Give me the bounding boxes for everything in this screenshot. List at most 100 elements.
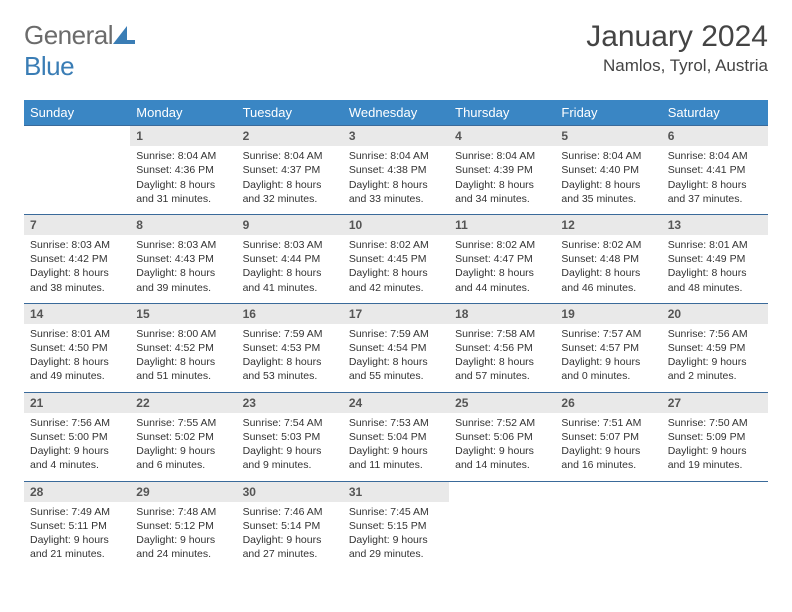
sunrise-text: Sunrise: 8:02 AM <box>455 238 549 252</box>
day-cell: Sunrise: 7:53 AMSunset: 5:04 PMDaylight:… <box>343 413 449 481</box>
day2-text: and 37 minutes. <box>668 192 762 206</box>
sunrise-text: Sunrise: 8:04 AM <box>561 149 655 163</box>
day1-text: Daylight: 8 hours <box>136 355 230 369</box>
day2-text: and 41 minutes. <box>243 281 337 295</box>
day-cell: Sunrise: 7:51 AMSunset: 5:07 PMDaylight:… <box>555 413 661 481</box>
day-number: 30 <box>237 481 343 502</box>
day2-text: and 21 minutes. <box>30 547 124 561</box>
sunset-text: Sunset: 5:09 PM <box>668 430 762 444</box>
day-cell: Sunrise: 8:00 AMSunset: 4:52 PMDaylight:… <box>130 324 236 392</box>
day1-text: Daylight: 9 hours <box>561 444 655 458</box>
day1-text: Daylight: 9 hours <box>349 533 443 547</box>
sunset-text: Sunset: 4:44 PM <box>243 252 337 266</box>
day-cell: Sunrise: 8:04 AMSunset: 4:38 PMDaylight:… <box>343 146 449 214</box>
sunrise-text: Sunrise: 8:01 AM <box>668 238 762 252</box>
day-cell: Sunrise: 8:04 AMSunset: 4:39 PMDaylight:… <box>449 146 555 214</box>
day1-text: Daylight: 9 hours <box>30 533 124 547</box>
day-cell: Sunrise: 7:57 AMSunset: 4:57 PMDaylight:… <box>555 324 661 392</box>
sunrise-text: Sunrise: 8:04 AM <box>668 149 762 163</box>
day2-text: and 51 minutes. <box>136 369 230 383</box>
day-number: 2 <box>237 126 343 147</box>
day1-text: Daylight: 8 hours <box>30 355 124 369</box>
day2-text: and 48 minutes. <box>668 281 762 295</box>
sunrise-text: Sunrise: 7:53 AM <box>349 416 443 430</box>
day2-text: and 32 minutes. <box>243 192 337 206</box>
sunset-text: Sunset: 5:12 PM <box>136 519 230 533</box>
day-cell <box>555 502 661 570</box>
sunset-text: Sunset: 5:03 PM <box>243 430 337 444</box>
day-number: 23 <box>237 392 343 413</box>
day1-text: Daylight: 9 hours <box>455 444 549 458</box>
day2-text: and 11 minutes. <box>349 458 443 472</box>
day-cell: Sunrise: 7:59 AMSunset: 4:53 PMDaylight:… <box>237 324 343 392</box>
sunset-text: Sunset: 4:50 PM <box>30 341 124 355</box>
day2-text: and 49 minutes. <box>30 369 124 383</box>
day-cell: Sunrise: 7:56 AMSunset: 5:00 PMDaylight:… <box>24 413 130 481</box>
day-cell: Sunrise: 8:01 AMSunset: 4:49 PMDaylight:… <box>662 235 768 303</box>
day-cell: Sunrise: 7:50 AMSunset: 5:09 PMDaylight:… <box>662 413 768 481</box>
calendar-table: Sunday Monday Tuesday Wednesday Thursday… <box>24 100 768 570</box>
day2-text: and 0 minutes. <box>561 369 655 383</box>
sunset-text: Sunset: 4:45 PM <box>349 252 443 266</box>
sunset-text: Sunset: 5:11 PM <box>30 519 124 533</box>
sunrise-text: Sunrise: 7:58 AM <box>455 327 549 341</box>
day2-text: and 46 minutes. <box>561 281 655 295</box>
sunrise-text: Sunrise: 8:04 AM <box>455 149 549 163</box>
sunrise-text: Sunrise: 7:56 AM <box>30 416 124 430</box>
weekday-header: Sunday <box>24 100 130 126</box>
day-number: 25 <box>449 392 555 413</box>
sunset-text: Sunset: 4:59 PM <box>668 341 762 355</box>
day-number <box>449 481 555 502</box>
day1-text: Daylight: 9 hours <box>668 444 762 458</box>
title-block: January 2024 Namlos, Tyrol, Austria <box>586 20 768 76</box>
sunrise-text: Sunrise: 8:03 AM <box>136 238 230 252</box>
sunset-text: Sunset: 4:49 PM <box>668 252 762 266</box>
sunrise-text: Sunrise: 7:46 AM <box>243 505 337 519</box>
day-number: 24 <box>343 392 449 413</box>
day2-text: and 24 minutes. <box>136 547 230 561</box>
sunset-text: Sunset: 4:41 PM <box>668 163 762 177</box>
sunrise-text: Sunrise: 8:04 AM <box>349 149 443 163</box>
day-cell: Sunrise: 7:58 AMSunset: 4:56 PMDaylight:… <box>449 324 555 392</box>
day-content-row: Sunrise: 8:03 AMSunset: 4:42 PMDaylight:… <box>24 235 768 303</box>
day-content-row: Sunrise: 7:49 AMSunset: 5:11 PMDaylight:… <box>24 502 768 570</box>
day1-text: Daylight: 9 hours <box>349 444 443 458</box>
sunset-text: Sunset: 4:52 PM <box>136 341 230 355</box>
day1-text: Daylight: 9 hours <box>668 355 762 369</box>
day2-text: and 57 minutes. <box>455 369 549 383</box>
day2-text: and 27 minutes. <box>243 547 337 561</box>
day-cell: Sunrise: 8:04 AMSunset: 4:36 PMDaylight:… <box>130 146 236 214</box>
sunset-text: Sunset: 4:36 PM <box>136 163 230 177</box>
sunset-text: Sunset: 4:37 PM <box>243 163 337 177</box>
day2-text: and 9 minutes. <box>243 458 337 472</box>
day-content-row: Sunrise: 8:01 AMSunset: 4:50 PMDaylight:… <box>24 324 768 392</box>
day-number: 18 <box>449 303 555 324</box>
sunrise-text: Sunrise: 7:49 AM <box>30 505 124 519</box>
day-number: 31 <box>343 481 449 502</box>
day-number: 16 <box>237 303 343 324</box>
day-number: 9 <box>237 214 343 235</box>
sunset-text: Sunset: 4:54 PM <box>349 341 443 355</box>
location: Namlos, Tyrol, Austria <box>586 56 768 76</box>
sunrise-text: Sunrise: 8:02 AM <box>561 238 655 252</box>
sunset-text: Sunset: 5:07 PM <box>561 430 655 444</box>
day1-text: Daylight: 9 hours <box>30 444 124 458</box>
day2-text: and 2 minutes. <box>668 369 762 383</box>
sunset-text: Sunset: 4:43 PM <box>136 252 230 266</box>
day-number: 6 <box>662 126 768 147</box>
sunset-text: Sunset: 5:15 PM <box>349 519 443 533</box>
day-number: 15 <box>130 303 236 324</box>
day-cell: Sunrise: 8:04 AMSunset: 4:41 PMDaylight:… <box>662 146 768 214</box>
day-content-row: Sunrise: 8:04 AMSunset: 4:36 PMDaylight:… <box>24 146 768 214</box>
logo-text: GeneralBlue <box>24 20 135 82</box>
logo-text-gray: General <box>24 20 113 50</box>
sunrise-text: Sunrise: 7:59 AM <box>349 327 443 341</box>
day-cell <box>449 502 555 570</box>
day-number: 21 <box>24 392 130 413</box>
sunset-text: Sunset: 5:06 PM <box>455 430 549 444</box>
day1-text: Daylight: 8 hours <box>668 266 762 280</box>
sunset-text: Sunset: 5:02 PM <box>136 430 230 444</box>
month-title: January 2024 <box>586 20 768 54</box>
day2-text: and 42 minutes. <box>349 281 443 295</box>
day2-text: and 38 minutes. <box>30 281 124 295</box>
